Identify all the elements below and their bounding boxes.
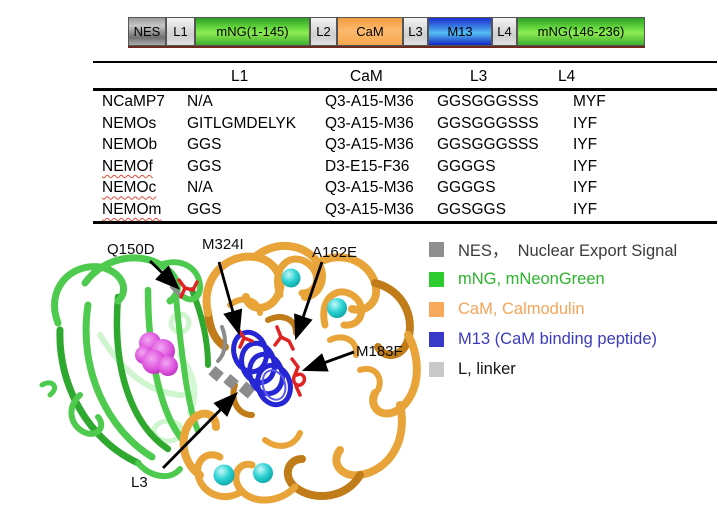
mutation-sticks xyxy=(177,278,307,397)
cell-l3: GGSGGGSSS xyxy=(437,136,539,154)
table-row: NEMOm GGS Q3-A15-M36 GGSGGS IYF xyxy=(93,199,717,221)
cell-l4: MYF xyxy=(573,93,606,110)
cell-l3: GGGGS xyxy=(437,179,496,197)
table-bottom-rule xyxy=(93,220,717,224)
cell-l4: IYF xyxy=(573,200,598,218)
variant-name: NEMOm xyxy=(102,200,162,218)
mng-color-swatch xyxy=(429,271,444,287)
legend-item-m13: M13 (CaM binding peptide) xyxy=(429,329,677,348)
construct-segment-l1: L1 xyxy=(166,17,195,46)
m13-color-swatch xyxy=(429,331,444,347)
construct-segment-l3: L3 xyxy=(403,17,428,46)
mutation-label-m324i: M324I xyxy=(202,236,244,253)
cell-l4: IYF xyxy=(573,114,598,132)
cell-l1: GITLGMDELYK xyxy=(187,114,297,132)
construct-bar: NES L1 mNG(1-145) L2 CaM L3 M13 L4 mNG(1… xyxy=(128,17,645,48)
table-row: NCaMP7 N/A Q3-A15-M36 GGSGGGSSS MYF xyxy=(93,91,717,113)
table-header-row: L1 CaM L3 L4 xyxy=(93,63,717,88)
variant-name: NEMOf xyxy=(102,157,153,175)
q150d-arrow xyxy=(149,259,181,290)
nes-color-swatch xyxy=(429,241,444,257)
table-row: NEMOs GITLGMDELYK Q3-A15-M36 GGSGGGSSS I… xyxy=(93,113,717,135)
legend-label: CaM, Calmodulin xyxy=(458,299,585,318)
cell-cam: D3-E15-F36 xyxy=(325,157,410,175)
construct-segment-mng-c: mNG(146-236) xyxy=(517,17,645,46)
construct-segment-cam: CaM xyxy=(337,17,403,46)
legend-item-linker: L, linker xyxy=(429,359,677,378)
linker-color-swatch xyxy=(429,361,444,377)
construct-segment-l2: L2 xyxy=(310,17,337,46)
cell-l3: GGSGGGSSS xyxy=(437,93,539,110)
cell-l4: IYF xyxy=(573,157,598,175)
col-header-cam: CaM xyxy=(350,68,383,85)
cell-l3: GGSGGGSSS xyxy=(437,114,539,132)
col-header-l4: L4 xyxy=(558,68,576,85)
col-header-l3: L3 xyxy=(470,68,488,85)
cell-l1: N/A xyxy=(187,93,213,110)
m324i-arrow xyxy=(217,261,243,336)
cell-l1: GGS xyxy=(187,157,222,175)
legend-label: M13 (CaM binding peptide) xyxy=(458,329,658,348)
cell-l3: GGGGS xyxy=(437,157,496,175)
cell-l4: IYF xyxy=(573,136,598,154)
linker-label-l3: L3 xyxy=(131,474,148,491)
m183f-arrow xyxy=(301,350,355,372)
variant-name: NEMOb xyxy=(102,136,158,154)
variant-name: NEMOc xyxy=(102,179,157,197)
col-header-l1: L1 xyxy=(231,68,249,85)
cell-cam: Q3-A15-M36 xyxy=(325,179,414,197)
construct-segment-nes: NES xyxy=(128,17,166,46)
calcium-ion-spheres xyxy=(213,268,347,486)
legend-item-mng: mNG, mNeonGreen xyxy=(429,269,677,288)
cell-l1: N/A xyxy=(187,179,213,197)
chromophore-spheres xyxy=(135,332,178,376)
cell-cam: Q3-A15-M36 xyxy=(325,114,414,132)
table-row: NEMOf GGS D3-E15-F36 GGGGS IYF xyxy=(93,156,717,178)
legend-item-cam: CaM, Calmodulin xyxy=(429,299,677,318)
construct-segment-l4: L4 xyxy=(492,17,517,46)
l3-arrow xyxy=(162,392,238,469)
legend-item-nes: NES， Nuclear Export Signal xyxy=(429,241,677,260)
cell-l3: GGSGGS xyxy=(437,200,506,218)
mutation-label-q150d: Q150D xyxy=(107,241,155,258)
cell-cam: Q3-A15-M36 xyxy=(325,93,414,110)
legend-label: NES， Nuclear Export Signal xyxy=(458,242,678,260)
color-legend: NES， Nuclear Export Signal mNG, mNeonGre… xyxy=(429,241,677,391)
table-top-rule xyxy=(93,61,717,63)
table-row: NEMOb GGS Q3-A15-M36 GGSGGGSSS IYF xyxy=(93,134,717,156)
a162e-stick xyxy=(273,325,295,351)
table-row: NEMOc N/A Q3-A15-M36 GGGGS IYF xyxy=(93,177,717,199)
cam-color-swatch xyxy=(429,301,444,317)
legend-label: L, linker xyxy=(458,359,516,378)
m183f-stick xyxy=(290,357,307,397)
variant-name: NEMOs xyxy=(102,114,157,132)
a162e-arrow xyxy=(294,261,324,341)
table-header-rule xyxy=(93,88,717,91)
cell-l1: GGS xyxy=(187,200,222,218)
variant-table: L1 CaM L3 L4 NCaMP7 N/A Q3-A15-M36 GGSGG… xyxy=(93,61,717,224)
construct-segment-m13: M13 xyxy=(428,17,492,46)
cell-cam: Q3-A15-M36 xyxy=(325,136,414,154)
protein-structure-figure xyxy=(39,241,421,504)
q150d-stick xyxy=(177,278,199,299)
cell-l1: GGS xyxy=(187,136,222,154)
legend-label: mNG, mNeonGreen xyxy=(458,269,605,288)
annotation-arrows xyxy=(149,259,355,469)
construct-segment-mng-n: mNG(1-145) xyxy=(195,17,310,46)
variant-name: NCaMP7 xyxy=(102,93,165,110)
cell-l4: IYF xyxy=(573,179,598,197)
mutation-label-m183f: M183F xyxy=(356,343,403,360)
m13-helix xyxy=(231,329,293,408)
cell-cam: Q3-A15-M36 xyxy=(325,200,414,218)
mutation-label-a162e: A162E xyxy=(312,244,358,261)
